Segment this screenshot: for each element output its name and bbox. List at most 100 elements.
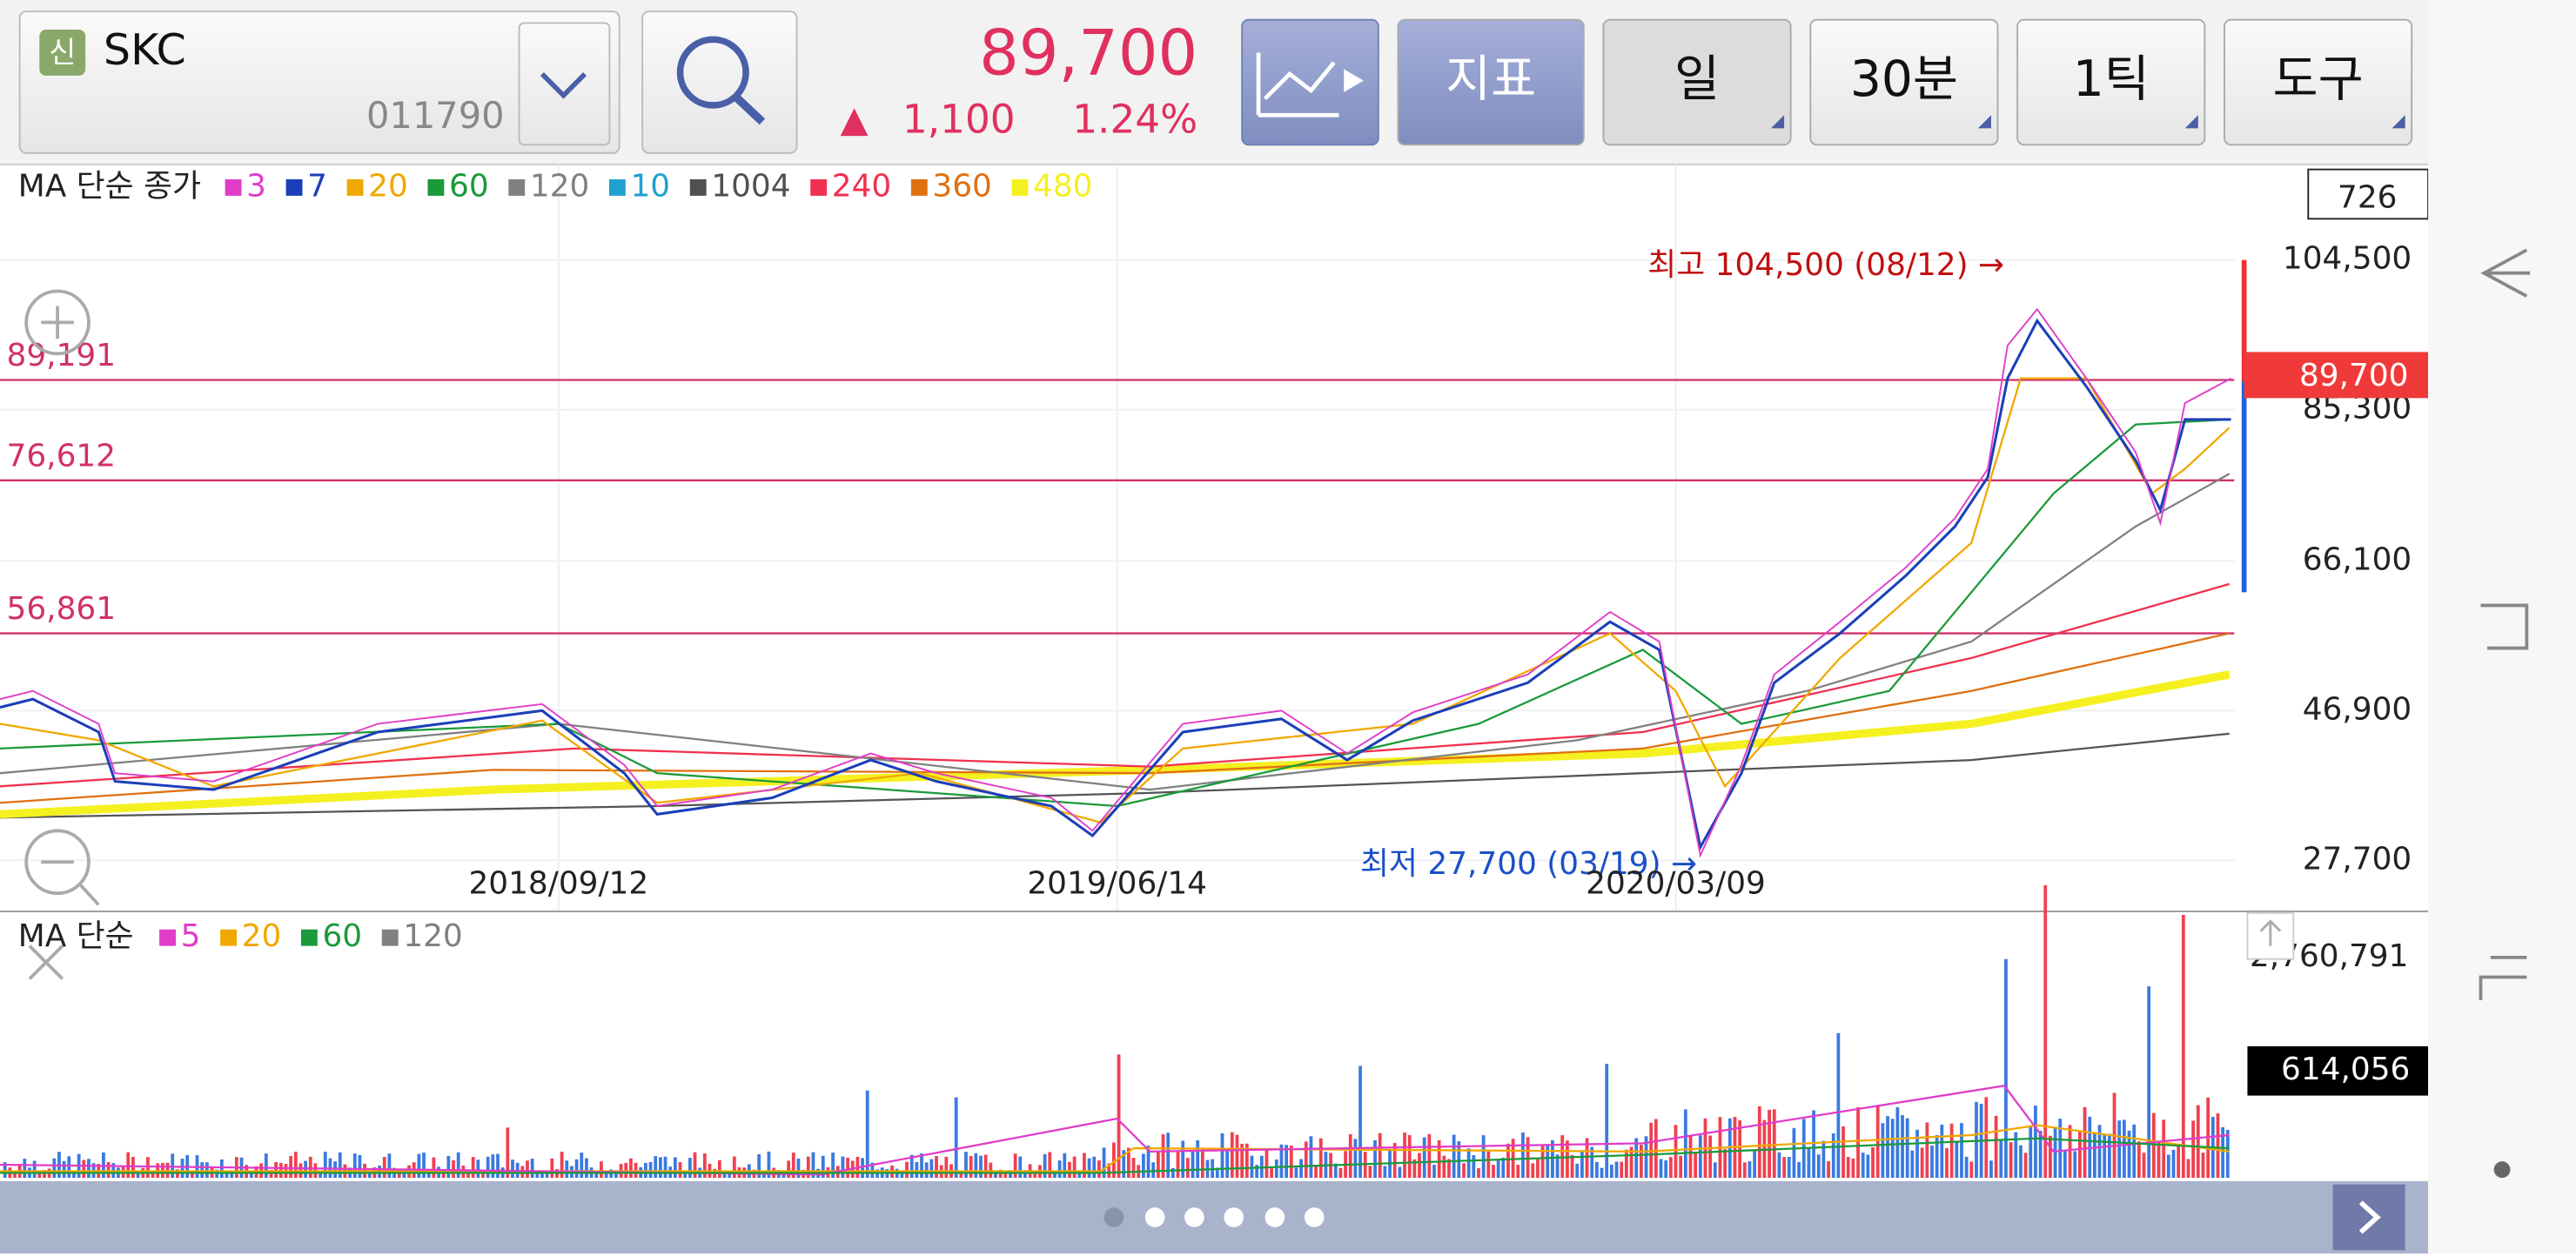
volume-bar — [1314, 1165, 1318, 1179]
volume-bar — [1807, 1148, 1811, 1179]
tool-button-label: 도구 — [2273, 50, 2364, 108]
search-button[interactable] — [641, 10, 798, 154]
volume-bar — [1304, 1141, 1308, 1179]
current-volume-box — [2247, 1045, 2429, 1096]
volume-bar — [1279, 1144, 1284, 1179]
volume-bar — [1659, 1159, 1663, 1179]
nav-dot[interactable] — [2493, 1161, 2511, 1179]
volume-bar — [535, 1173, 540, 1179]
volume-bar — [1447, 1159, 1451, 1179]
volume-bar — [1274, 1159, 1278, 1179]
legend-swatch — [427, 178, 445, 196]
volume-bar — [1235, 1134, 1239, 1179]
legend-item: 60 — [322, 918, 362, 954]
volume-bar — [796, 1158, 801, 1179]
volume-bar — [2216, 1113, 2220, 1179]
volume-bar — [1171, 1167, 1175, 1179]
volume-bar — [1501, 1157, 1506, 1179]
volume-bar — [688, 1158, 692, 1179]
volume-bar — [190, 1171, 194, 1179]
volume-bar — [1787, 1157, 1791, 1179]
volume-bar — [269, 1170, 273, 1179]
ma-line — [0, 377, 2231, 824]
volume-bar — [1255, 1165, 1259, 1179]
volume-bar — [446, 1155, 451, 1179]
volume-bar — [352, 1153, 357, 1179]
volume-bar — [67, 1156, 71, 1179]
tool-button[interactable] — [2224, 18, 2413, 146]
volume-bar — [2029, 1126, 2033, 1179]
ma-legend-label: MA 단순 종가 — [18, 168, 201, 204]
volume-bar — [2171, 1149, 2176, 1179]
close-icon[interactable] — [28, 944, 64, 980]
volume-bar — [2191, 1120, 2196, 1179]
volume-bar — [1668, 1157, 1673, 1179]
tool-button[interactable] — [1602, 18, 1792, 146]
tool-button[interactable] — [2016, 18, 2206, 146]
volume-bar — [1566, 1140, 1569, 1179]
volume-bar — [654, 1156, 658, 1179]
volume-bar — [757, 1154, 761, 1179]
corner-mark — [1977, 115, 1991, 129]
volume-bar — [1521, 1132, 1525, 1179]
volume-bar — [935, 1155, 938, 1179]
tool-button[interactable] — [1397, 18, 1585, 146]
volume-bar — [821, 1155, 825, 1179]
volume-bar — [1442, 1155, 1446, 1179]
volume-bar — [1955, 1142, 1959, 1179]
volume-bar — [52, 1158, 57, 1179]
volume-bar — [1634, 1138, 1639, 1179]
legend-swatch — [225, 178, 242, 196]
volume-bar — [466, 1170, 470, 1179]
volume-bar — [1437, 1139, 1441, 1179]
legend-item: 1004 — [711, 168, 790, 204]
volume-bar — [387, 1153, 392, 1179]
nav-back[interactable] — [2480, 248, 2531, 298]
volume-bar — [1462, 1163, 1466, 1179]
volume-bar — [905, 1161, 909, 1179]
volume-bar — [1333, 1163, 1338, 1179]
ma-line — [0, 582, 2230, 788]
zoom-out-minus — [41, 860, 100, 906]
volume-bar — [2201, 1153, 2205, 1179]
volume-bar — [1694, 1152, 1698, 1179]
volume-bar — [1782, 1157, 1786, 1179]
volume-bar — [1492, 1165, 1495, 1179]
volume-bar — [1595, 1161, 1599, 1179]
zoom-in[interactable] — [24, 289, 91, 356]
volume-bar — [1816, 1154, 1821, 1179]
dropdown[interactable] — [518, 22, 611, 146]
volume-bar — [471, 1157, 475, 1179]
volume-bar — [1836, 1032, 1841, 1179]
volume-bar — [289, 1155, 293, 1179]
zoom-out[interactable] — [24, 829, 91, 896]
zoom-in-plus — [41, 306, 74, 339]
volume-bar — [1072, 1156, 1077, 1179]
legend-item: 240 — [832, 168, 891, 204]
volume-bar — [1580, 1151, 1584, 1179]
volume-bar — [1861, 1153, 1865, 1179]
volume-bar — [1185, 1158, 1190, 1179]
volume-bar — [1122, 1150, 1126, 1179]
volume-bar — [673, 1157, 677, 1179]
volume-bar — [2019, 1145, 2023, 1179]
volume-bar — [1975, 1101, 1978, 1179]
nav-home[interactable] — [2479, 955, 2527, 1000]
volume-bar — [1018, 1156, 1023, 1179]
tool-button-label: 일 — [1674, 50, 1720, 108]
volume-bar — [1895, 1106, 1900, 1179]
volume-bar — [954, 1097, 958, 1179]
tool-button[interactable] — [1809, 18, 1999, 146]
volume-bar — [614, 1170, 618, 1179]
volume-bar — [1546, 1144, 1550, 1179]
volume-bar — [540, 1172, 544, 1179]
volume-bar — [1989, 1160, 1993, 1179]
volume-bar — [1639, 1144, 1643, 1179]
nav-recent[interactable] — [2480, 603, 2529, 650]
volume-bar — [2122, 1119, 2126, 1179]
next-button[interactable] — [2332, 1184, 2405, 1251]
volume-bar — [1753, 1150, 1757, 1179]
volume-bar — [2078, 1132, 2082, 1179]
volume-bar — [1871, 1146, 1875, 1179]
stock-box[interactable] — [18, 10, 621, 154]
